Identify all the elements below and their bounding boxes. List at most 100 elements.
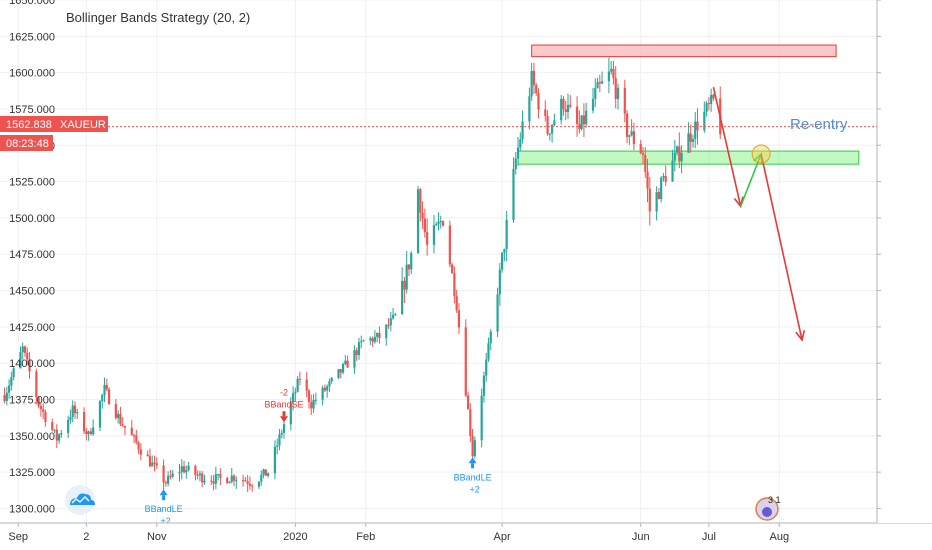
candle-body bbox=[675, 146, 679, 153]
candle-body bbox=[264, 469, 267, 476]
signal-arrow-up bbox=[159, 489, 168, 496]
candle-body bbox=[503, 249, 506, 253]
candle-body bbox=[598, 82, 601, 84]
countdown-tag-bg bbox=[0, 135, 53, 151]
candle-body bbox=[307, 390, 311, 403]
candle-body bbox=[242, 480, 245, 482]
candle-body bbox=[712, 94, 715, 99]
symbol-label: XAUEUR bbox=[60, 119, 106, 131]
candle-body bbox=[26, 352, 29, 360]
candle-body bbox=[487, 343, 490, 360]
candle-body bbox=[53, 429, 56, 431]
candle-body bbox=[57, 434, 61, 441]
candle-body bbox=[623, 87, 626, 114]
candle-body bbox=[119, 413, 122, 425]
candle-body bbox=[614, 78, 617, 99]
candle-body bbox=[10, 377, 13, 386]
candle-body bbox=[600, 81, 604, 84]
y-tick-label: 1525.000 bbox=[9, 177, 55, 189]
candle-body bbox=[114, 404, 117, 418]
candle-body bbox=[528, 96, 531, 122]
candle-body bbox=[575, 106, 579, 125]
candle-body bbox=[39, 405, 42, 410]
logo-wave bbox=[71, 496, 90, 504]
candle-body bbox=[616, 87, 620, 99]
chart-title: Bollinger Bands Strategy (20, 2) bbox=[66, 10, 250, 25]
candle-body bbox=[569, 104, 572, 107]
candle-body bbox=[155, 463, 158, 466]
candle-body bbox=[710, 94, 713, 104]
candle-body bbox=[121, 424, 124, 426]
x-tick-label: Sep bbox=[8, 531, 28, 543]
current-price-tag-bg bbox=[0, 116, 108, 132]
candle-body bbox=[482, 375, 486, 396]
candle-body bbox=[257, 481, 261, 487]
candle-body bbox=[12, 368, 15, 378]
candle-body bbox=[505, 219, 508, 250]
candle-body bbox=[67, 419, 70, 433]
candle-body bbox=[339, 369, 342, 373]
candle-body bbox=[437, 221, 440, 225]
y-tick-label: 1650.000 bbox=[9, 0, 55, 7]
candle-body bbox=[146, 454, 149, 457]
candle-body bbox=[69, 416, 72, 420]
signal-arrow-down bbox=[280, 416, 289, 423]
candle-body bbox=[453, 273, 456, 297]
candle-body bbox=[248, 484, 252, 486]
candle-body bbox=[401, 280, 404, 315]
y-tick-label: 1400.000 bbox=[9, 358, 55, 370]
candle-body bbox=[294, 391, 297, 394]
candle-body bbox=[432, 225, 436, 245]
candle-body bbox=[471, 435, 474, 457]
candle-body bbox=[562, 98, 565, 110]
candle-body bbox=[391, 314, 395, 319]
candle-body bbox=[466, 395, 470, 410]
candle-body bbox=[37, 397, 40, 406]
candle-body bbox=[98, 401, 102, 428]
candle-body bbox=[19, 352, 22, 369]
candle-body bbox=[260, 474, 263, 482]
candle-body bbox=[178, 472, 181, 474]
candle-body bbox=[369, 338, 372, 341]
candle-body bbox=[21, 346, 24, 353]
y-axis-bg bbox=[877, 0, 932, 523]
y-axis[interactable]: 1650.0001625.0001600.0001575.0001550.000… bbox=[9, 0, 932, 523]
candle-body bbox=[232, 475, 236, 481]
candle-body bbox=[591, 98, 595, 111]
candle-body bbox=[117, 413, 120, 418]
candle-body bbox=[330, 377, 333, 382]
candle-body bbox=[228, 481, 231, 484]
candle-body bbox=[276, 445, 279, 447]
candle-body bbox=[210, 480, 213, 482]
avatar-badge[interactable]: 3 1 bbox=[755, 495, 781, 521]
tradingview-cloud-icon[interactable] bbox=[65, 485, 95, 515]
candle-body bbox=[441, 221, 445, 226]
candle-body bbox=[355, 350, 358, 356]
candle-body bbox=[678, 146, 681, 162]
reentry-marker bbox=[751, 144, 771, 164]
candle-body bbox=[632, 131, 635, 145]
candle-body bbox=[357, 342, 361, 356]
candle-body bbox=[362, 340, 365, 342]
candle-body bbox=[448, 225, 451, 265]
candle-body bbox=[389, 318, 392, 326]
candle-body bbox=[451, 264, 454, 274]
x-tick-label: Jun bbox=[632, 531, 650, 543]
projection-arrowhead bbox=[795, 330, 806, 342]
candle-body bbox=[187, 465, 190, 471]
x-axis[interactable]: Sep 2 Nov 2020 Feb Apr Jun Jul Aug bbox=[0, 522, 932, 550]
candle-body bbox=[489, 331, 492, 344]
candle-body bbox=[101, 394, 104, 402]
candle-body bbox=[421, 212, 424, 219]
x-tick-label: Jul bbox=[702, 531, 716, 543]
candle-body bbox=[164, 482, 167, 484]
candle-body bbox=[235, 480, 238, 482]
support-zone bbox=[517, 150, 860, 165]
candle-body bbox=[3, 395, 6, 401]
candle-body bbox=[130, 427, 133, 436]
candle-body bbox=[564, 109, 567, 112]
candles-layer bbox=[3, 57, 722, 492]
candle-body bbox=[55, 429, 58, 441]
candle-body bbox=[648, 188, 651, 212]
